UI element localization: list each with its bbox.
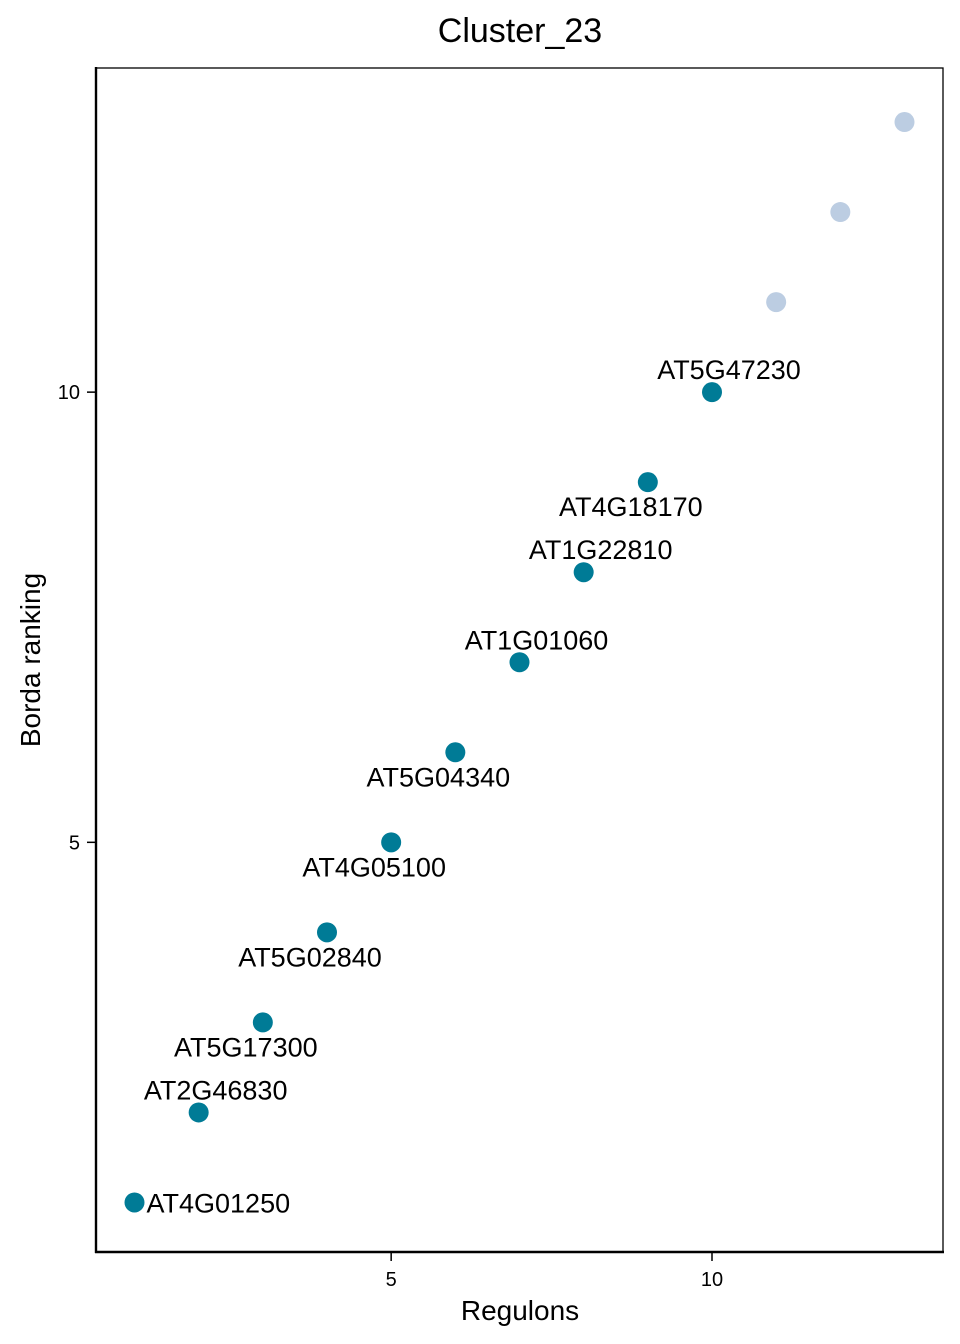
data-point	[573, 562, 594, 583]
data-point	[509, 652, 530, 673]
x-tick-label: 5	[386, 1269, 397, 1291]
point-label: AT5G02840	[238, 942, 382, 972]
data-point	[252, 1012, 273, 1033]
data-point	[317, 922, 337, 943]
data-point	[188, 1102, 209, 1123]
point-label: AT4G01250	[147, 1188, 291, 1218]
point-label: AT5G47230	[657, 355, 801, 385]
x-axis-title: Regulons	[461, 1295, 579, 1326]
y-axis-title: Borda ranking	[15, 573, 46, 747]
point-label: AT4G05100	[302, 852, 446, 882]
point-label: AT5G04340	[367, 762, 511, 792]
point-label: AT2G46830	[144, 1075, 288, 1105]
chart-title: Cluster_23	[438, 12, 602, 50]
point-label: AT1G22810	[529, 535, 673, 565]
data-point	[894, 112, 915, 133]
y-tick-label: 5	[69, 832, 80, 854]
point-labels: AT4G01250 AT2G46830 AT5G17300 AT5G02840 AT4G…	[144, 355, 801, 1218]
data-point	[766, 292, 787, 313]
data-point	[445, 742, 466, 763]
point-label: AT4G18170	[559, 492, 703, 522]
x-tick-label: 10	[701, 1269, 723, 1291]
data-point	[702, 382, 722, 403]
point-label: AT1G01060	[465, 625, 609, 655]
point-label: AT5G17300	[174, 1032, 318, 1062]
data-point	[637, 472, 658, 493]
data-point	[124, 1192, 145, 1213]
data-point	[381, 832, 402, 853]
data-point	[830, 202, 851, 223]
data-points	[124, 112, 915, 1213]
y-tick-label: 10	[58, 382, 80, 404]
axis-ticks: 5 10 5 10	[58, 382, 723, 1291]
